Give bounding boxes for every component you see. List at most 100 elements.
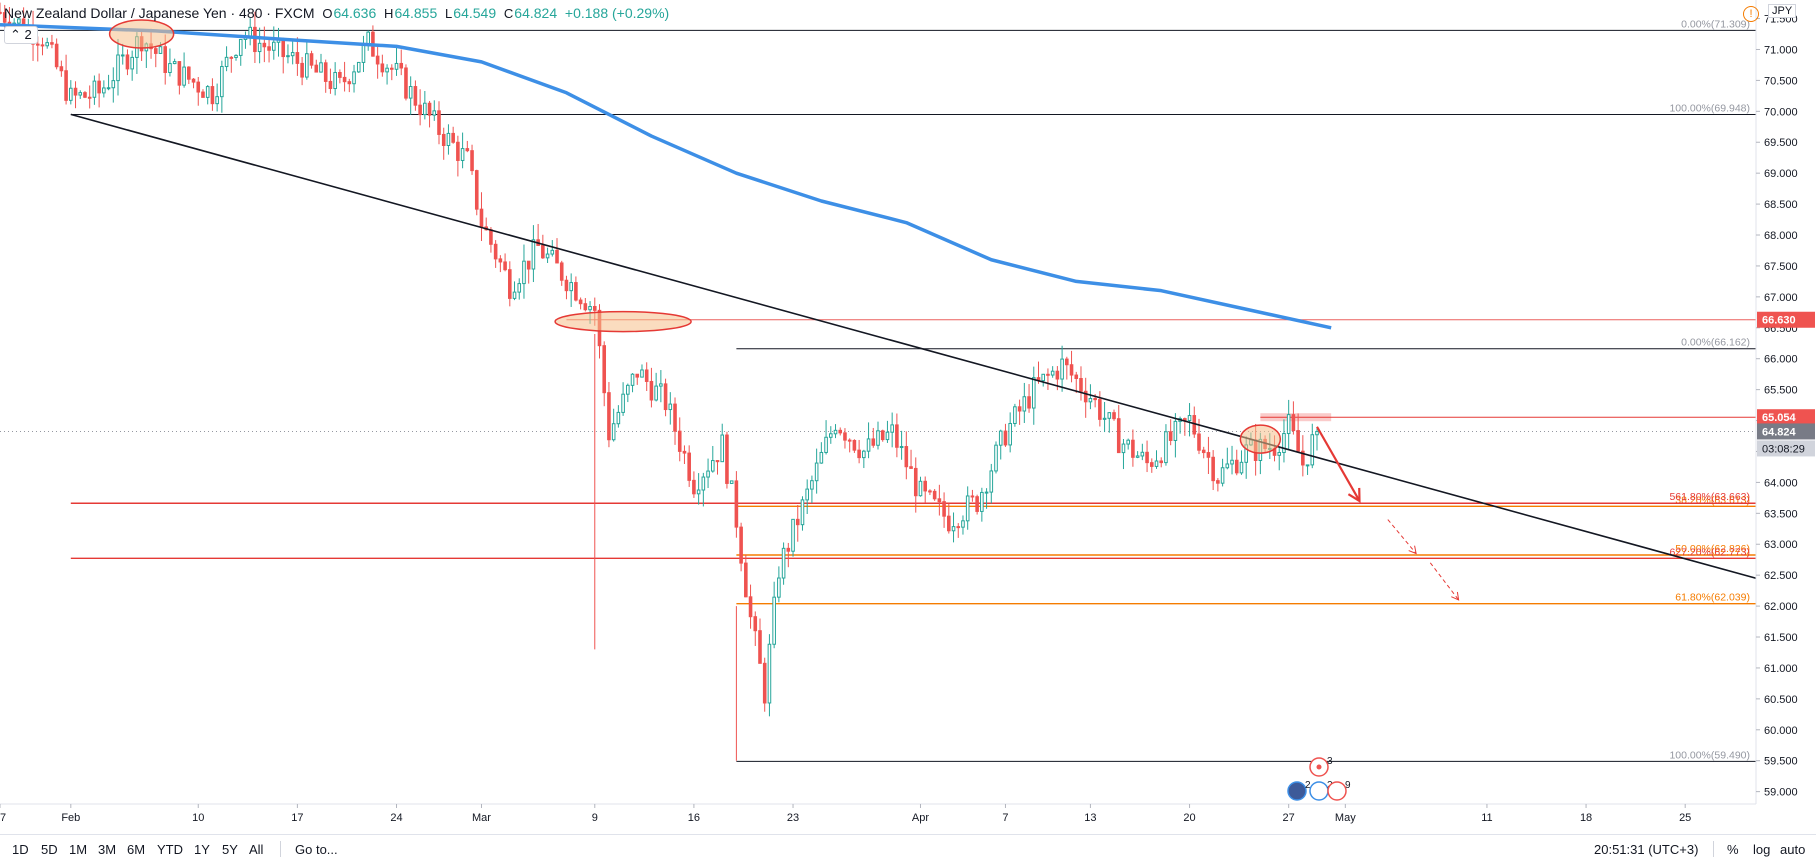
candle-body bbox=[224, 56, 229, 68]
candle-body bbox=[574, 282, 578, 301]
price-chart[interactable]: 0.00%(71.309) 100.00%(69.948) 0.00%(66.162… bbox=[0, 0, 1816, 834]
timeframe-5y[interactable]: 5Y bbox=[222, 842, 238, 857]
timeframe-all[interactable]: All bbox=[249, 842, 264, 857]
candle-body bbox=[380, 63, 385, 73]
candle-body bbox=[777, 577, 781, 598]
candle-body bbox=[286, 55, 290, 58]
candle-body bbox=[522, 260, 526, 285]
candle-body bbox=[356, 61, 361, 73]
event-marker-count: 3 bbox=[1327, 756, 1333, 767]
time-tick-label: 20 bbox=[1183, 812, 1195, 824]
candle-body bbox=[895, 424, 899, 448]
candle-body bbox=[734, 480, 739, 528]
candle-body bbox=[1296, 430, 1300, 452]
open-label: O bbox=[322, 6, 333, 21]
candle-body bbox=[559, 262, 564, 281]
timeframe-1m[interactable]: 1M bbox=[69, 842, 88, 857]
time-tick-label: 7 bbox=[1002, 812, 1008, 824]
candle-body bbox=[40, 44, 45, 47]
candle-body bbox=[456, 141, 460, 161]
trendline bbox=[70, 113, 1757, 580]
candle-body bbox=[1121, 443, 1126, 454]
timeframe-1y[interactable]: 1Y bbox=[194, 842, 210, 857]
candle-body bbox=[592, 306, 597, 311]
candle-body bbox=[512, 291, 517, 299]
candle-body bbox=[17, 18, 21, 24]
candle-body bbox=[687, 452, 691, 481]
candle-body bbox=[125, 54, 130, 70]
price-axis[interactable]: 59.000 59.500 60.000 60.500 61.000 61.500 62.0… bbox=[1755, 0, 1815, 804]
chart-annotations bbox=[0, 319, 1756, 432]
candle-body bbox=[616, 411, 621, 425]
close-label: C bbox=[503, 6, 514, 21]
candle-body bbox=[271, 41, 276, 51]
fib-level-label: 61.80%(62.039) bbox=[1675, 592, 1750, 604]
candle-body bbox=[569, 282, 573, 292]
overlay-lines: 3 2 2 9 bbox=[0, 19, 1757, 801]
candle-body bbox=[1013, 406, 1017, 425]
candle-body bbox=[1286, 414, 1291, 435]
candle-body bbox=[1131, 439, 1135, 458]
candle-body bbox=[290, 52, 295, 57]
percent-toggle[interactable]: % bbox=[1727, 842, 1739, 857]
candle-body bbox=[753, 616, 758, 632]
high-label: H bbox=[384, 6, 394, 21]
candle-body bbox=[781, 547, 786, 579]
candle-body bbox=[333, 71, 337, 90]
indicators-toggle[interactable]: ⌃ 2 bbox=[4, 26, 38, 44]
price-tick-label: 60.500 bbox=[1764, 694, 1798, 706]
timeframe-1d[interactable]: 1D bbox=[12, 842, 29, 857]
fib-level-label: 0.00%(71.309) bbox=[1681, 18, 1750, 30]
candle-body bbox=[550, 249, 555, 255]
timeframe-ytd[interactable]: YTD bbox=[157, 842, 183, 857]
candle-body bbox=[635, 373, 640, 378]
candle-body bbox=[871, 438, 876, 446]
time-axis[interactable]: 27 Feb 10 17 24 Mar 9 16 23 Apr 7 13 20 27 May 11 18 25 bbox=[0, 803, 1756, 824]
candle-body bbox=[196, 81, 201, 93]
candle-body bbox=[1149, 462, 1154, 467]
time-tick-label: 23 bbox=[787, 812, 799, 824]
candle-body bbox=[1225, 463, 1230, 469]
go-to-button[interactable]: Go to... bbox=[295, 842, 338, 857]
symbol-name[interactable]: New Zealand Dollar / Japanese Yen bbox=[4, 5, 227, 21]
candle-body bbox=[526, 260, 531, 270]
warning-icon[interactable]: ! bbox=[1743, 6, 1759, 22]
log-toggle[interactable]: log bbox=[1753, 842, 1771, 857]
candle-body bbox=[947, 515, 951, 532]
candle-body bbox=[1126, 439, 1130, 445]
candle-body bbox=[998, 430, 1003, 446]
highlight-ellipse bbox=[108, 19, 175, 49]
candle-body bbox=[1201, 449, 1206, 454]
candle-body bbox=[408, 86, 413, 99]
auto-toggle[interactable]: auto bbox=[1780, 842, 1806, 857]
price-tick-label: 64.000 bbox=[1764, 477, 1798, 489]
interval[interactable]: 480 bbox=[239, 5, 263, 21]
candle-body bbox=[899, 446, 904, 449]
clock[interactable]: 20:51:31 (UTC+3) bbox=[1594, 842, 1699, 857]
price-tick-label: 70.500 bbox=[1764, 75, 1798, 87]
candle-body bbox=[73, 87, 78, 96]
currency-label[interactable]: JPY bbox=[1768, 4, 1797, 18]
timeframe-3m[interactable]: 3M bbox=[98, 842, 117, 857]
timeframe-6m[interactable]: 6M bbox=[127, 842, 146, 857]
candle-body bbox=[1041, 373, 1046, 382]
projection-arrowhead bbox=[1408, 545, 1417, 555]
fib-level-label: 0.00%(66.162) bbox=[1681, 337, 1750, 349]
candle-body bbox=[1055, 370, 1060, 380]
candle-body bbox=[682, 450, 687, 454]
candle-body bbox=[1107, 412, 1112, 419]
candle-body bbox=[215, 96, 219, 105]
candle-body bbox=[1206, 452, 1211, 458]
candle-body bbox=[1154, 460, 1159, 467]
price-tick-label: 62.000 bbox=[1764, 601, 1798, 613]
time-tick-label: 16 bbox=[688, 812, 700, 824]
candle-body bbox=[640, 369, 644, 378]
candle-body bbox=[1282, 433, 1286, 454]
projection-arrowhead bbox=[1451, 591, 1460, 601]
price-tick-label: 63.000 bbox=[1764, 539, 1798, 551]
candle-body bbox=[474, 170, 479, 210]
timeframe-5d[interactable]: 5D bbox=[41, 842, 58, 857]
time-tick-label: Apr bbox=[912, 812, 929, 824]
candle-body bbox=[555, 249, 559, 264]
time-tick-label: 18 bbox=[1580, 812, 1592, 824]
